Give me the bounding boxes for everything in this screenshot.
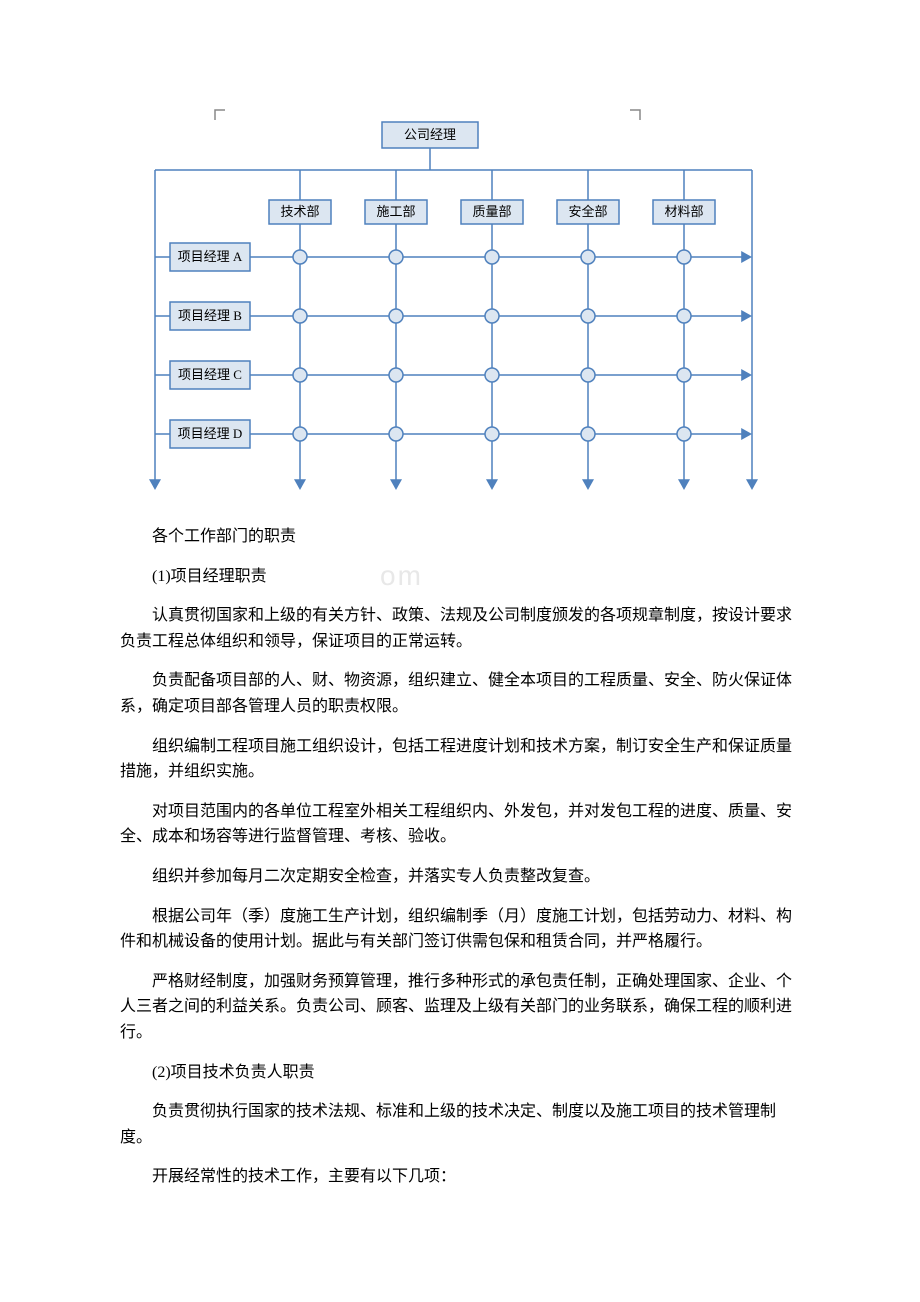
paragraph: 开展经常性的技术工作，主要有以下几项：	[120, 1164, 800, 1190]
document-body: om 各个工作部门的职责 (1)项目经理职责 认真贯彻国家和上级的有关方针、政策…	[0, 524, 920, 1264]
svg-text:项目经理 D: 项目经理 D	[178, 426, 243, 441]
org-chart-svg: 公司经理技术部 施工部 质量部 安全部 材料部项目经理 A 项目经理 B 项目经理 C 项目经…	[0, 0, 920, 510]
subsection-title-2: (2)项目技术负责人职责	[120, 1060, 800, 1086]
paragraph: 组织并参加每月二次定期安全检查，并落实专人负责整改复查。	[120, 864, 800, 890]
paragraph: 组织编制工程项目施工组织设计，包括工程进度计划和技术方案，制订安全生产和保证质量…	[120, 734, 800, 785]
svg-text:项目经理 A: 项目经理 A	[178, 249, 243, 264]
paragraph: 负责配备项目部的人、财、物资源，组织建立、健全本项目的工程质量、安全、防火保证体…	[120, 668, 800, 719]
paragraph: 负责贯彻执行国家的技术法规、标准和上级的技术决定、制度以及施工项目的技术管理制度…	[120, 1099, 800, 1150]
svg-text:质量部: 质量部	[472, 204, 511, 219]
svg-text:安全部: 安全部	[568, 204, 607, 219]
paragraph: 根据公司年（季）度施工生产计划，组织编制季（月）度施工计划，包括劳动力、材料、构…	[120, 904, 800, 955]
svg-text:施工部: 施工部	[376, 204, 415, 219]
paragraph: 严格财经制度，加强财务预算管理，推行多种形式的承包责任制，正确处理国家、企业、个…	[120, 969, 800, 1046]
svg-text:公司经理: 公司经理	[404, 127, 456, 142]
svg-text:项目经理 C: 项目经理 C	[178, 367, 242, 382]
svg-text:项目经理 B: 项目经理 B	[178, 308, 242, 323]
org-chart-diagram: 公司经理技术部 施工部 质量部 安全部 材料部项目经理 A 项目经理 B 项目经理 C 项目经…	[0, 0, 920, 510]
svg-text:材料部: 材料部	[664, 204, 703, 219]
paragraph: 对项目范围内的各单位工程室外相关工程组织内、外发包，并对发包工程的进度、质量、安…	[120, 799, 800, 850]
svg-text:技术部: 技术部	[280, 204, 319, 219]
section-heading: 各个工作部门的职责	[120, 524, 800, 550]
subsection-title-1: (1)项目经理职责	[120, 564, 800, 590]
paragraph: 认真贯彻国家和上级的有关方针、政策、法规及公司制度颁发的各项规章制度，按设计要求…	[120, 603, 800, 654]
